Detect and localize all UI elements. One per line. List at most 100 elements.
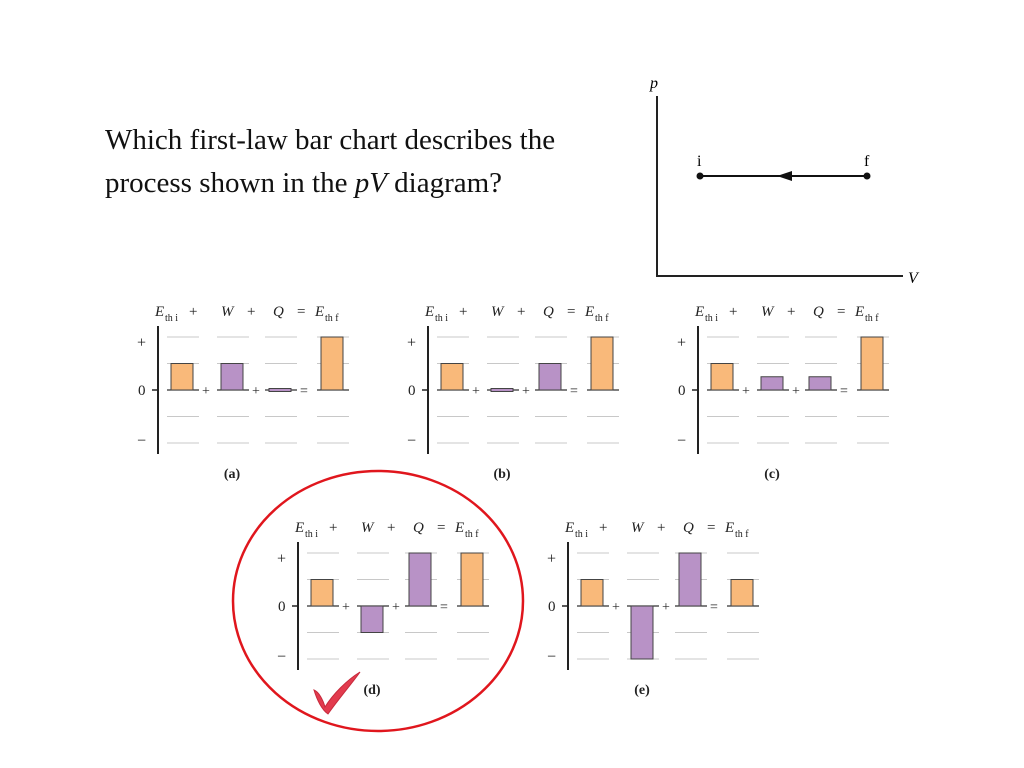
- operator-plus: +: [792, 384, 800, 399]
- header-e-initial: E: [694, 304, 704, 320]
- header-plus: +: [787, 304, 795, 320]
- bar-eth-initial: [440, 363, 464, 391]
- header-sub-initial: th i: [165, 313, 178, 324]
- question-line-2-end: diagram?: [386, 167, 503, 199]
- header-q: Q: [413, 520, 424, 536]
- header-sub-final: th f: [465, 529, 479, 540]
- header-plus: +: [517, 304, 525, 320]
- operator-equals: =: [440, 600, 448, 615]
- header-e-final: E: [584, 304, 594, 320]
- axis-plus-label: +: [277, 550, 286, 567]
- header-q: Q: [683, 520, 694, 536]
- header-plus: +: [657, 520, 665, 536]
- operator-plus: +: [392, 600, 400, 615]
- header-sub-final: th f: [735, 529, 749, 540]
- header-equals: =: [437, 520, 445, 536]
- bar-eth-initial: [310, 579, 334, 607]
- bar-heat: [538, 363, 562, 391]
- header-q: Q: [273, 304, 284, 320]
- operator-plus: +: [252, 384, 260, 399]
- operator-plus: +: [202, 384, 210, 399]
- pv-y-axis-label: p: [649, 75, 658, 92]
- axis-minus-label: −: [407, 432, 416, 449]
- axis-plus-label: +: [407, 334, 416, 351]
- header-sub-final: th f: [865, 313, 879, 324]
- question-line-1: Which first-law bar chart describes the: [105, 124, 556, 156]
- bar-work: [630, 605, 654, 660]
- pv-final-point: [863, 172, 871, 180]
- header-equals: =: [567, 304, 575, 320]
- header-e-initial: E: [294, 520, 304, 536]
- axis-minus-label: −: [547, 648, 556, 665]
- header-sub-initial: th i: [705, 313, 718, 324]
- header-equals: =: [297, 304, 305, 320]
- header-e-initial: E: [424, 304, 434, 320]
- bar-heat: [808, 376, 832, 391]
- header-plus: +: [729, 304, 737, 320]
- operator-plus: +: [742, 384, 750, 399]
- bar-heat: [408, 552, 432, 607]
- bar-eth-initial: [170, 363, 194, 391]
- panel-label: (a): [224, 467, 241, 482]
- bar-eth-final: [590, 336, 614, 391]
- header-w: W: [761, 304, 775, 320]
- operator-equals: =: [840, 384, 848, 399]
- header-e-final: E: [724, 520, 734, 536]
- header-w: W: [361, 520, 375, 536]
- axis-zero-label: 0: [548, 599, 556, 615]
- axis-minus-label: −: [137, 432, 146, 449]
- operator-plus: +: [522, 384, 530, 399]
- header-plus: +: [247, 304, 255, 320]
- pv-diagram: p V i f: [649, 75, 920, 287]
- axis-plus-label: +: [677, 334, 686, 351]
- question-line-2: process shown in the: [105, 167, 355, 199]
- bar-eth-final: [730, 579, 754, 607]
- axis-plus-label: +: [137, 334, 146, 351]
- header-sub-initial: th i: [575, 529, 588, 540]
- axis-zero-label: 0: [408, 383, 416, 399]
- header-equals: =: [837, 304, 845, 320]
- header-plus: +: [599, 520, 607, 536]
- header-e-final: E: [454, 520, 464, 536]
- pv-process-arrow: [777, 171, 792, 181]
- header-sub-final: th f: [325, 313, 339, 324]
- answer-highlight: [231, 469, 525, 733]
- panel-label: (b): [493, 467, 510, 482]
- bar-heat: [678, 552, 702, 607]
- bar-work: [760, 376, 784, 391]
- header-plus: +: [459, 304, 467, 320]
- header-e-initial: E: [154, 304, 164, 320]
- bar-work: [490, 388, 514, 392]
- header-e-initial: E: [564, 520, 574, 536]
- header-w: W: [491, 304, 505, 320]
- axis-zero-label: 0: [138, 383, 146, 399]
- header-sub-initial: th i: [435, 313, 448, 324]
- axis-zero-label: 0: [678, 383, 686, 399]
- pv-x-axis-label: V: [908, 270, 920, 287]
- operator-equals: =: [710, 600, 718, 615]
- panel-label: (d): [363, 683, 380, 698]
- axis-zero-label: 0: [278, 599, 286, 615]
- header-q: Q: [543, 304, 554, 320]
- bar-eth-initial: [710, 363, 734, 391]
- header-e-final: E: [314, 304, 324, 320]
- operator-plus: +: [342, 600, 350, 615]
- header-w: W: [631, 520, 645, 536]
- axis-plus-label: +: [547, 550, 556, 567]
- operator-plus: +: [612, 600, 620, 615]
- header-plus: +: [387, 520, 395, 536]
- bar-eth-final: [320, 336, 344, 391]
- header-sub-final: th f: [595, 313, 609, 324]
- bar-eth-initial: [580, 579, 604, 607]
- header-plus: +: [189, 304, 197, 320]
